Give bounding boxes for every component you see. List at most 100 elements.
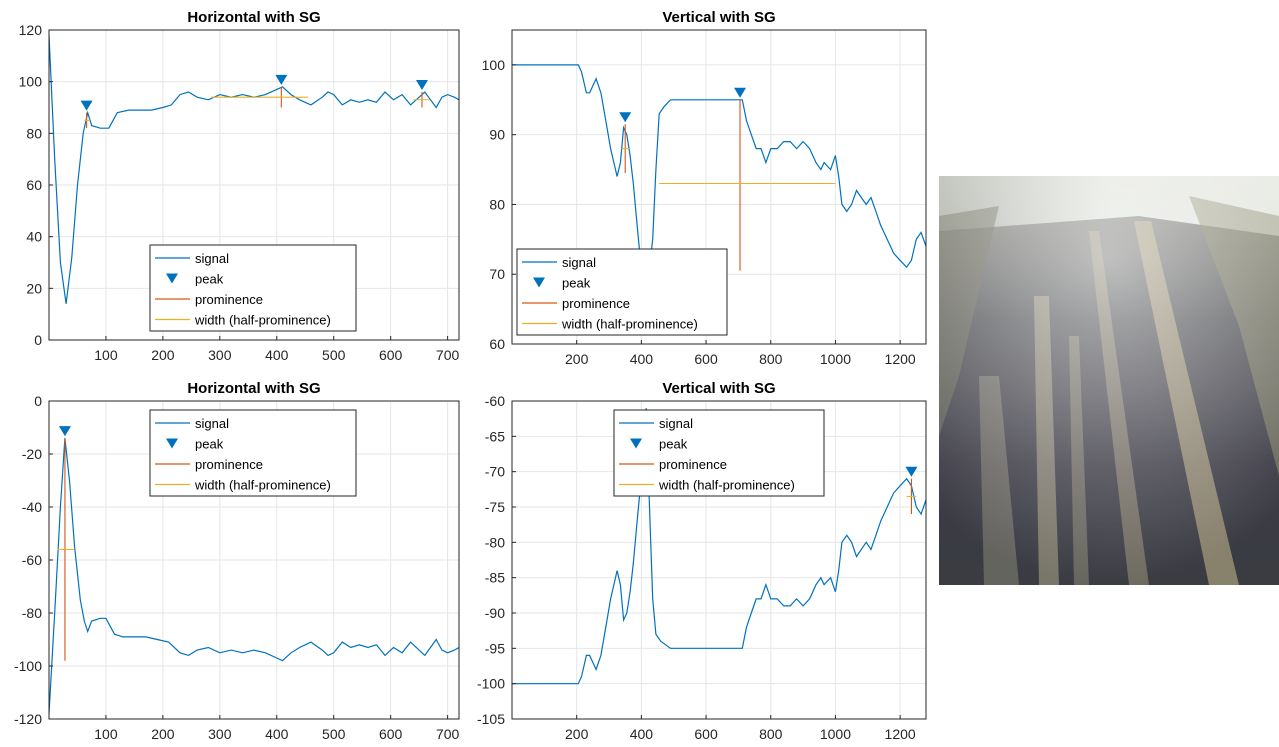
y-tick-label: -20 (22, 446, 42, 462)
peak-marker (619, 112, 632, 123)
y-tick-label: 100 (19, 74, 43, 90)
y-tick-label: -65 (485, 428, 505, 444)
legend-entry: prominence (195, 292, 263, 307)
y-tick-label: -105 (477, 711, 505, 727)
x-tick-label: 1000 (820, 351, 851, 367)
y-tick-label: -90 (485, 605, 505, 621)
legend-entry: width (half-prominence) (194, 313, 331, 328)
y-tick-label: 0 (34, 393, 42, 409)
legend: signal peak prominence width (half-prominen… (149, 409, 357, 497)
x-tick-label: 600 (379, 347, 403, 363)
legend-entry: width (half-prominence) (658, 478, 795, 493)
y-tick-label: -80 (485, 534, 505, 550)
x-tick-label: 200 (151, 347, 175, 363)
y-tick-label: -60 (485, 393, 505, 409)
y-tick-label: -95 (485, 640, 505, 656)
y-tick-label: -85 (485, 570, 505, 586)
legend-peak-marker (166, 273, 178, 284)
x-tick-label: 100 (94, 347, 118, 363)
legend-entry: peak (659, 437, 688, 452)
y-tick-label: -100 (477, 676, 505, 692)
y-tick-label: 70 (489, 266, 505, 282)
peak-marker (58, 426, 71, 437)
peak-marker (415, 80, 428, 90)
chart-1: 100 200 300 400 500 600 700 0 20 40 60 80 100 120 Hori… (19, 9, 460, 363)
x-tick-label: 400 (265, 726, 289, 742)
y-tick-label: -60 (22, 552, 42, 568)
y-tick-label: -75 (485, 499, 505, 515)
x-tick-label: 100 (94, 726, 118, 742)
legend-peak-marker (166, 438, 178, 449)
legend-entry: peak (195, 437, 224, 452)
y-tick-label: 20 (26, 280, 42, 296)
peak-marker (905, 466, 918, 477)
y-tick-label: 60 (26, 177, 42, 193)
legend-entry: width (half-prominence) (194, 478, 331, 493)
y-tick-label: 90 (489, 127, 505, 143)
x-tick-label: 400 (265, 347, 289, 363)
chart-title: Horizontal with SG (187, 9, 320, 26)
y-tick-label: -120 (14, 711, 42, 727)
legend-entry: prominence (562, 296, 630, 311)
y-tick-label: 80 (489, 196, 505, 212)
legend-entry: prominence (195, 457, 263, 472)
chart-3: 100 200 300 400 500 600 700 -120 -100 -80 -60 -40 -2… (14, 380, 460, 742)
legend-box (613, 409, 825, 497)
x-tick-label: 1200 (885, 351, 916, 367)
chart-title: Horizontal with SG (187, 380, 320, 397)
x-tick-label: 200 (565, 351, 589, 367)
signal-line (512, 408, 926, 685)
legend-entry: signal (195, 416, 229, 431)
x-tick-label: 800 (759, 726, 783, 742)
signal-line (512, 64, 926, 284)
x-tick-label: 1000 (820, 726, 851, 742)
y-tick-label: 0 (34, 332, 42, 348)
y-tick-label: 80 (26, 125, 42, 141)
legend-box (149, 244, 357, 332)
legend-entry: signal (562, 255, 596, 270)
x-tick-label: 200 (151, 726, 175, 742)
peak-marker (80, 100, 93, 111)
x-tick-label: 800 (759, 351, 783, 367)
signal-line (49, 35, 459, 304)
legend-entry: peak (195, 272, 224, 287)
legend: signal peak prominence width (half-prominen… (516, 248, 728, 336)
chart-title: Vertical with SG (662, 9, 775, 26)
axes-box (511, 400, 927, 720)
y-tick-label: 40 (26, 229, 42, 245)
x-tick-label: 400 (630, 726, 654, 742)
y-tick-label: -100 (14, 658, 42, 674)
x-tick-label: 200 (565, 726, 589, 742)
x-tick-label: 700 (436, 347, 460, 363)
legend-entry: width (half-prominence) (561, 317, 698, 332)
legend-entry: prominence (659, 457, 727, 472)
y-tick-label: -40 (22, 499, 42, 515)
x-tick-label: 300 (208, 726, 232, 742)
legend-peak-marker (533, 277, 545, 288)
x-tick-label: 1200 (885, 726, 916, 742)
x-tick-label: 500 (322, 347, 346, 363)
chart-2: 200 400 600 800 1000 1200 60 70 80 90 100 Vertical … (482, 9, 927, 367)
x-tick-label: 700 (436, 726, 460, 742)
legend-box (149, 409, 357, 497)
legend-entry: peak (562, 276, 591, 291)
legend: signal peak prominence width (half-prominen… (149, 244, 357, 332)
peak-marker (734, 87, 747, 98)
y-tick-label: -80 (22, 605, 42, 621)
legend-entry: signal (659, 416, 693, 431)
peak-marker (275, 74, 288, 85)
y-tick-label: -70 (485, 464, 505, 480)
x-tick-label: 600 (694, 726, 718, 742)
axes-box (511, 29, 927, 345)
x-tick-label: 300 (208, 347, 232, 363)
signal-line (49, 438, 459, 714)
chart-4: 200 400 600 800 1000 1200 -105 -100 -95 -90 -85 -80… (477, 380, 927, 742)
x-tick-label: 600 (379, 726, 403, 742)
legend-entry: signal (195, 251, 229, 266)
legend-peak-marker (630, 438, 642, 449)
chart-title: Vertical with SG (662, 380, 775, 397)
y-tick-label: 60 (489, 336, 505, 352)
x-tick-label: 600 (694, 351, 718, 367)
x-tick-label: 500 (322, 726, 346, 742)
